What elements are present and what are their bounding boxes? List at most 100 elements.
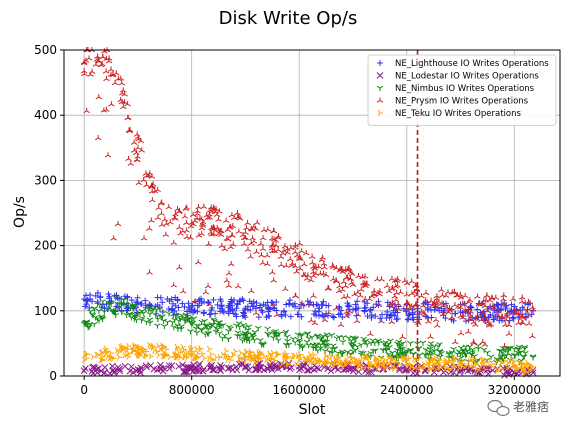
data-point bbox=[240, 297, 247, 304]
data-point bbox=[242, 331, 249, 337]
data-point bbox=[185, 300, 192, 307]
data-point bbox=[133, 131, 141, 137]
data-point bbox=[480, 347, 488, 353]
data-point bbox=[182, 317, 190, 324]
data-point bbox=[296, 305, 303, 312]
data-point bbox=[407, 347, 414, 353]
data-point bbox=[83, 107, 90, 114]
data-point bbox=[104, 152, 112, 158]
data-point bbox=[270, 277, 277, 283]
data-point bbox=[204, 283, 212, 289]
data-point bbox=[206, 311, 213, 318]
data-point bbox=[134, 311, 142, 318]
data-point bbox=[222, 217, 230, 223]
data-point bbox=[118, 343, 124, 351]
data-point bbox=[101, 364, 109, 371]
data-point bbox=[252, 310, 260, 316]
data-point bbox=[370, 287, 378, 294]
data-point bbox=[401, 277, 409, 284]
data-point bbox=[474, 293, 481, 299]
data-point bbox=[310, 292, 317, 299]
data-point bbox=[261, 352, 268, 360]
data-point bbox=[196, 367, 203, 375]
data-point bbox=[234, 210, 241, 216]
data-point bbox=[291, 352, 297, 360]
data-point bbox=[188, 364, 196, 372]
data-point bbox=[507, 357, 513, 364]
legend: NE_Lighthouse IO Writes Operations NE_Lod… bbox=[367, 54, 557, 126]
data-point bbox=[496, 366, 502, 374]
data-point bbox=[247, 253, 254, 259]
data-point bbox=[355, 358, 361, 365]
data-point bbox=[165, 311, 173, 317]
data-point bbox=[259, 245, 267, 252]
data-point bbox=[498, 365, 504, 373]
data-point bbox=[378, 276, 385, 282]
data-point bbox=[283, 334, 291, 340]
data-point bbox=[212, 325, 220, 331]
data-point bbox=[348, 279, 355, 286]
data-point bbox=[307, 301, 315, 308]
data-point bbox=[257, 350, 263, 358]
data-point bbox=[440, 308, 447, 314]
data-point bbox=[231, 351, 237, 359]
data-point bbox=[399, 333, 406, 340]
data-point bbox=[465, 316, 473, 322]
data-point bbox=[452, 339, 459, 345]
data-point bbox=[427, 333, 434, 340]
data-point bbox=[94, 289, 101, 296]
data-point bbox=[81, 356, 88, 363]
data-point bbox=[93, 365, 101, 373]
data-point bbox=[105, 58, 113, 64]
legend-label: NE_Lodestar IO Writes Operations bbox=[395, 72, 539, 82]
data-point bbox=[168, 296, 175, 303]
data-point bbox=[170, 239, 178, 245]
data-point bbox=[198, 230, 205, 236]
data-point bbox=[462, 344, 470, 350]
data-point bbox=[289, 302, 296, 309]
data-point bbox=[433, 366, 439, 373]
data-point bbox=[205, 241, 212, 247]
data-point bbox=[317, 270, 324, 276]
data-point bbox=[286, 361, 292, 368]
data-point bbox=[357, 292, 364, 298]
data-point bbox=[483, 366, 489, 373]
data-point bbox=[403, 366, 411, 373]
data-point bbox=[165, 305, 172, 312]
data-point bbox=[154, 214, 162, 221]
data-point bbox=[329, 262, 336, 268]
data-point bbox=[228, 260, 235, 267]
data-point bbox=[117, 96, 124, 103]
data-point bbox=[175, 362, 183, 370]
data-point bbox=[473, 315, 480, 321]
data-point bbox=[143, 352, 150, 360]
data-point bbox=[308, 253, 316, 259]
data-point bbox=[134, 157, 141, 163]
data-point bbox=[470, 338, 477, 345]
data-point bbox=[217, 367, 224, 374]
data-point bbox=[219, 335, 226, 342]
data-point bbox=[461, 307, 469, 313]
data-point bbox=[270, 228, 278, 234]
data-point bbox=[142, 297, 149, 304]
data-point bbox=[289, 336, 297, 342]
data-point bbox=[340, 359, 346, 367]
data-point bbox=[404, 299, 411, 306]
data-point bbox=[196, 360, 203, 368]
data-point bbox=[418, 364, 424, 372]
data-point bbox=[383, 282, 391, 289]
data-point bbox=[126, 311, 133, 318]
data-point bbox=[283, 262, 290, 268]
data-point bbox=[162, 231, 170, 237]
data-point bbox=[104, 306, 111, 312]
data-point bbox=[243, 353, 249, 360]
data-point bbox=[334, 359, 340, 366]
data-point bbox=[270, 349, 277, 357]
data-point bbox=[481, 341, 489, 347]
data-point bbox=[305, 336, 313, 342]
data-point bbox=[284, 249, 291, 255]
data-point bbox=[115, 75, 122, 82]
data-point bbox=[260, 342, 267, 348]
data-point bbox=[312, 343, 320, 349]
